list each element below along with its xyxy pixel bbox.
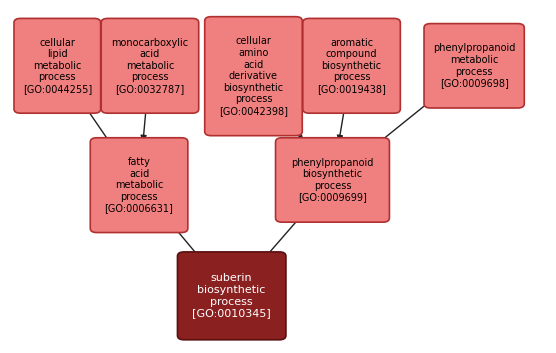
FancyBboxPatch shape — [303, 18, 400, 113]
FancyBboxPatch shape — [424, 24, 524, 108]
FancyBboxPatch shape — [14, 18, 101, 113]
FancyBboxPatch shape — [205, 17, 302, 136]
Text: phenylpropanoid
biosynthetic
process
[GO:0009699]: phenylpropanoid biosynthetic process [GO… — [291, 157, 374, 202]
Text: fatty
acid
metabolic
process
[GO:0006631]: fatty acid metabolic process [GO:0006631… — [105, 157, 173, 213]
Text: phenylpropanoid
metabolic
process
[GO:0009698]: phenylpropanoid metabolic process [GO:00… — [433, 43, 515, 88]
Text: aromatic
compound
biosynthetic
process
[GO:0019438]: aromatic compound biosynthetic process [… — [317, 38, 386, 94]
FancyBboxPatch shape — [101, 18, 198, 113]
FancyBboxPatch shape — [177, 252, 286, 340]
Text: cellular
amino
acid
derivative
biosynthetic
process
[GO:0042398]: cellular amino acid derivative biosynthe… — [219, 36, 288, 116]
FancyBboxPatch shape — [90, 138, 188, 233]
Text: monocarboxylic
acid
metabolic
process
[GO:0032787]: monocarboxylic acid metabolic process [G… — [111, 38, 188, 94]
Text: cellular
lipid
metabolic
process
[GO:0044255]: cellular lipid metabolic process [GO:004… — [23, 38, 92, 94]
Text: suberin
biosynthetic
process
[GO:0010345]: suberin biosynthetic process [GO:0010345… — [192, 274, 271, 318]
FancyBboxPatch shape — [276, 138, 389, 222]
